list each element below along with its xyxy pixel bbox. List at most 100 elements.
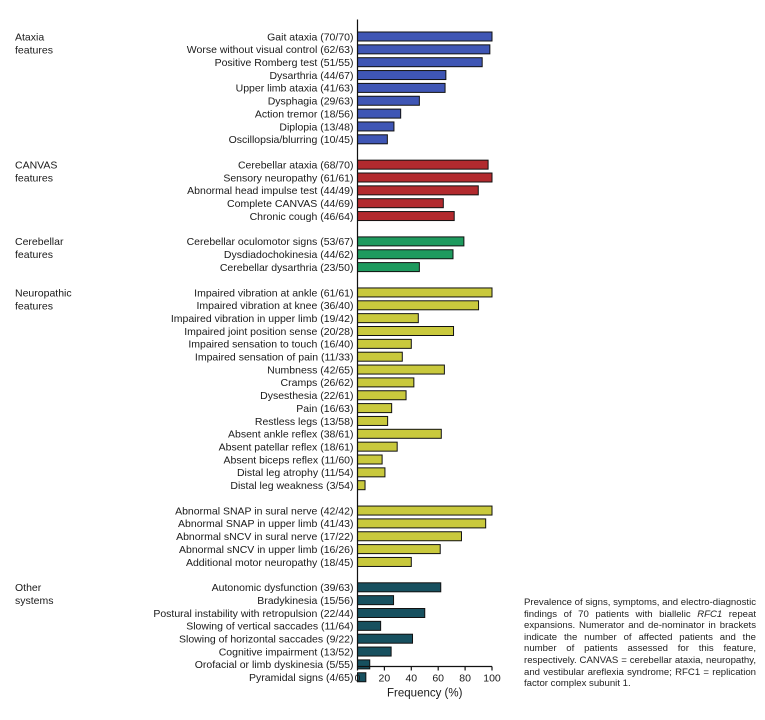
bar-label: Numbness (42/65): [267, 364, 353, 376]
group-label: Other: [15, 582, 42, 594]
bar: [357, 134, 388, 145]
bar: [357, 454, 383, 465]
bar-label: Pain (16/63): [296, 403, 353, 415]
bar-label: Dysphagia (29/63): [268, 96, 354, 108]
x-tick-label: 80: [459, 673, 471, 685]
x-axis-title: Frequency (%): [387, 688, 463, 700]
bar: [357, 633, 414, 644]
x-tick-label: 60: [432, 673, 444, 685]
bar: [357, 300, 480, 311]
caption-gene: RFC1: [697, 608, 723, 620]
bar: [357, 44, 491, 55]
bar: [357, 172, 493, 183]
caption-text-2: repeat expansions. Numerator and de-nomi…: [524, 608, 757, 690]
bar: [357, 236, 465, 247]
bar-label: Worse without visual control (62/63): [187, 44, 354, 56]
group-label: Cerebellar: [15, 236, 64, 248]
bar: [357, 95, 420, 106]
group-labels: AtaxiafeaturesCANVASfeaturesCerebellarfe…: [15, 31, 72, 607]
bar: [357, 531, 462, 542]
bar: [357, 108, 402, 119]
bar: [357, 249, 454, 260]
bar: [357, 672, 367, 683]
bar-label: Bradykinesia (15/56): [257, 595, 353, 607]
bar: [357, 159, 489, 170]
bar-label: Action tremor (18/56): [255, 108, 354, 120]
x-tick-label: 40: [405, 673, 417, 685]
bar-label: Cerebellar oculomotor signs (53/67): [187, 236, 354, 248]
bar-label: Absent biceps reflex (11/60): [224, 454, 354, 466]
bar: [357, 467, 386, 478]
group-label: features: [15, 249, 53, 261]
bar: [357, 505, 493, 516]
bar: [357, 608, 426, 618]
bar-label: Orofacial or limb dyskinesia (5/55): [195, 659, 354, 671]
bar-label: Dysarthria (44/67): [269, 70, 353, 82]
group-label: Neuropathic: [15, 287, 72, 299]
bar: [357, 351, 403, 362]
bar: [357, 70, 447, 81]
bar: [357, 364, 445, 375]
bar: [357, 595, 395, 606]
bar: [357, 518, 487, 529]
bar-label: Impaired vibration in upper limb (19/42): [171, 313, 354, 325]
group-label: CANVAS: [15, 159, 57, 171]
bar-label: Upper limb ataxia (41/63): [236, 83, 354, 95]
group-label: systems: [15, 595, 54, 607]
bar-label: Cerebellar ataxia (68/70): [238, 159, 354, 171]
bar-label: Absent ankle reflex (38/61): [228, 429, 354, 441]
x-tick-label: 0: [355, 673, 361, 685]
bar-label: Dysesthesia (22/61): [260, 390, 353, 402]
bar: [357, 198, 444, 209]
group-label: features: [15, 44, 53, 56]
bar-label: Slowing of vertical saccades (11/64): [186, 621, 353, 633]
bar: [357, 57, 483, 68]
bar: [357, 338, 412, 349]
bar: [357, 211, 455, 222]
bar: [357, 415, 389, 426]
bar-label: Sensory neuropathy (61/61): [223, 172, 353, 184]
bar-label: Restless legs (13/58): [255, 416, 354, 428]
bar: [357, 556, 412, 567]
bar: [357, 185, 479, 196]
bar-label: Impaired sensation of pain (11/33): [195, 352, 354, 364]
bar-label: Absent patellar reflex (18/61): [219, 441, 354, 453]
bar: [357, 82, 446, 93]
bar-label: Impaired sensation to touch (16/40): [188, 339, 353, 351]
bar-label: Abnormal sNCV in sural nerve (17/22): [176, 531, 353, 543]
bar: [357, 377, 415, 388]
bar: [357, 659, 371, 670]
bar: [357, 121, 395, 132]
group-label: features: [15, 172, 53, 184]
bar: [357, 287, 493, 298]
bar: [357, 620, 382, 631]
bar-label: Abnormal SNAP in upper limb (41/43): [178, 518, 353, 530]
bar: [357, 326, 455, 336]
bar-label: Cognitive impairment (13/52): [219, 646, 354, 658]
bar: [357, 428, 442, 439]
bar: [357, 31, 493, 42]
bar-label: Positive Romberg test (51/55): [215, 57, 354, 69]
bars-layer: [357, 31, 493, 683]
bar: [357, 262, 420, 273]
category-labels: Gait ataxia (70/70)Worse without visual …: [153, 31, 353, 684]
group-label: features: [15, 300, 53, 312]
bar: [357, 646, 392, 657]
x-axis: 0 20 40 60 80 100 Frequency (%): [355, 19, 501, 700]
bar-label: Cramps (26/62): [281, 377, 354, 389]
bar-label: Pyramidal signs (4/65): [249, 672, 353, 684]
bar-label: Autonomic dysfunction (39/63): [212, 582, 354, 594]
bar: [357, 582, 442, 593]
bar-label: Postural instability with retropulsion (…: [153, 608, 353, 620]
bar: [357, 480, 366, 491]
bar-label: Abnormal SNAP in sural nerve (42/42): [175, 505, 353, 517]
figure-caption: Prevalence of signs, symptoms, and elect…: [524, 597, 756, 690]
bar-label: Diplopia (13/48): [279, 121, 353, 133]
bar-label: Chronic cough (46/64): [250, 211, 354, 223]
bar-label: Cerebellar dysarthria (23/50): [220, 262, 354, 274]
bar-label: Complete CANVAS (44/69): [227, 198, 353, 210]
bar-label: Slowing of horizontal saccades (9/22): [179, 634, 354, 646]
x-tick-label: 100: [483, 673, 501, 685]
group-label: Ataxia: [15, 31, 44, 43]
